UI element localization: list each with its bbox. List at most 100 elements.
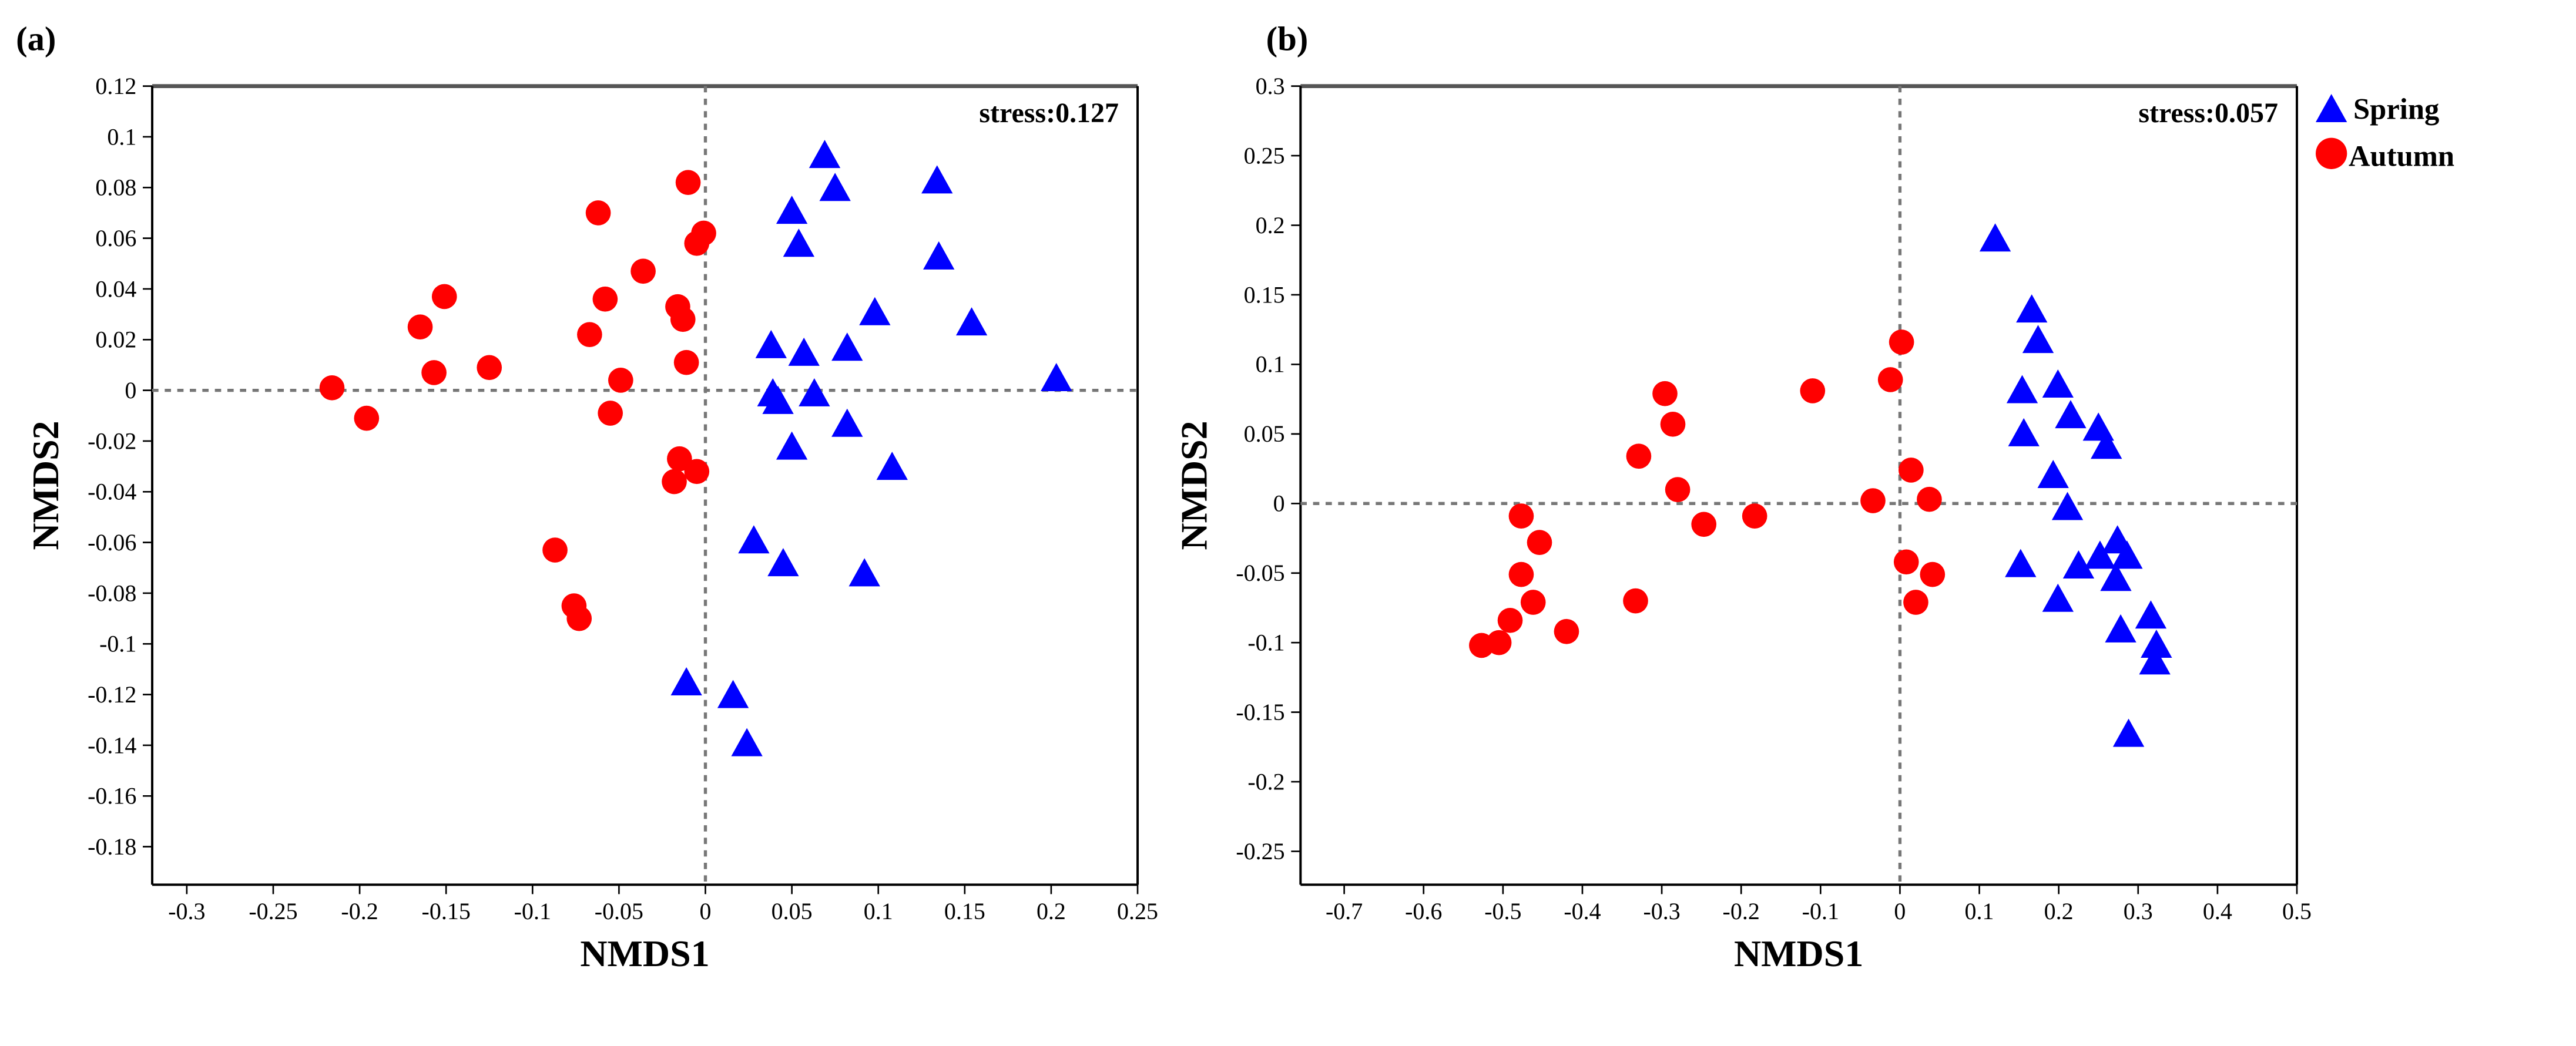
- autumn-point: [675, 170, 701, 196]
- autumn-point: [1497, 607, 1523, 633]
- autumn-point: [1486, 630, 1512, 655]
- y-tick-label: 0.04: [95, 275, 136, 302]
- legend-autumn-label: Autumn: [2349, 140, 2454, 173]
- autumn-point: [684, 459, 710, 485]
- spring-point: [2005, 549, 2037, 577]
- autumn-point: [608, 368, 633, 393]
- autumn-point: [1623, 588, 1648, 614]
- autumn-point: [1508, 561, 1534, 587]
- spring-point: [776, 196, 808, 224]
- autumn-point: [1917, 486, 1942, 512]
- spring-point: [767, 548, 799, 577]
- autumn-point: [662, 469, 687, 495]
- x-tick-label: 0.15: [944, 898, 985, 924]
- x-tick-label: 0.5: [2282, 898, 2312, 924]
- y-tick-label: -0.15: [1236, 699, 1284, 725]
- x-tick-label: -0.4: [1564, 898, 1601, 924]
- spring-point: [1979, 223, 2011, 252]
- x-tick-label: 0.05: [772, 898, 813, 924]
- x-tick-label: 0.4: [2203, 898, 2232, 924]
- y-axis-label: NMDS2: [25, 421, 66, 550]
- autumn-point: [598, 401, 623, 426]
- autumn-point: [1903, 590, 1928, 615]
- autumn-point: [1920, 561, 1946, 587]
- x-tick-label: 0.1: [1965, 898, 1994, 924]
- y-tick-label: -0.05: [1236, 560, 1284, 586]
- autumn-point: [585, 200, 611, 226]
- autumn-point: [1860, 488, 1886, 513]
- spring-point: [2091, 430, 2122, 459]
- y-tick-label: -0.1: [1247, 630, 1284, 656]
- x-tick-label: -0.6: [1405, 898, 1442, 924]
- x-tick-label: -0.7: [1326, 898, 1363, 924]
- x-tick-label: -0.1: [1802, 898, 1839, 924]
- y-tick-label: -0.2: [1247, 768, 1284, 795]
- autumn-point: [1742, 503, 1767, 529]
- spring-point: [848, 558, 880, 587]
- y-tick-label: -0.04: [88, 479, 136, 505]
- spring-point: [819, 173, 851, 201]
- stress-annotation: stress:0.127: [979, 97, 1119, 129]
- spring-point: [755, 329, 787, 358]
- autumn-point: [691, 220, 716, 246]
- spring-point: [799, 378, 830, 406]
- spring-point: [2112, 718, 2145, 747]
- spring-point: [2042, 583, 2074, 612]
- panel-label-a: (a): [16, 19, 56, 58]
- spring-point: [921, 165, 953, 194]
- legend-spring-marker: [2316, 93, 2347, 122]
- x-tick-label: 0.2: [2044, 898, 2074, 924]
- autumn-point: [1508, 503, 1534, 529]
- x-tick-label: -0.3: [1643, 898, 1680, 924]
- autumn-point: [1899, 458, 1924, 483]
- x-tick-label: -0.2: [341, 898, 378, 924]
- spring-point: [2111, 540, 2143, 569]
- autumn-point: [1665, 477, 1690, 502]
- spring-point: [717, 680, 749, 708]
- x-tick-label: 0.1: [864, 898, 893, 924]
- y-tick-label: 0.05: [1244, 421, 1285, 447]
- x-axis-label: NMDS1: [580, 933, 709, 974]
- autumn-point: [1554, 618, 1579, 644]
- autumn-point: [1893, 549, 1919, 575]
- spring-point: [670, 667, 702, 696]
- x-tick-label: 0.25: [1117, 898, 1158, 924]
- x-tick-label: 0: [700, 898, 712, 924]
- y-tick-label: 0.1: [107, 123, 136, 150]
- spring-point: [783, 228, 815, 257]
- y-tick-label: -0.18: [88, 833, 136, 860]
- spring-point: [876, 452, 908, 480]
- spring-point: [2051, 492, 2084, 520]
- y-tick-label: -0.08: [88, 580, 136, 606]
- y-tick-label: -0.12: [88, 681, 136, 708]
- spring-point: [2008, 418, 2040, 446]
- spring-point: [762, 385, 794, 414]
- legend: Spring Autumn: [2316, 93, 2454, 173]
- spring-point: [955, 307, 988, 336]
- autumn-point: [477, 355, 502, 381]
- y-tick-label: 0.3: [1256, 73, 1285, 99]
- autumn-point: [1527, 530, 1552, 555]
- spring-point: [923, 241, 955, 270]
- spring-point: [2135, 600, 2167, 629]
- spring-point: [1041, 363, 1072, 392]
- y-tick-label: -0.1: [99, 631, 136, 657]
- y-tick-label: 0.25: [1244, 142, 1285, 169]
- spring-point: [2105, 614, 2136, 643]
- autumn-point: [673, 349, 699, 375]
- autumn-point: [1800, 378, 1826, 403]
- autumn-point: [431, 284, 457, 310]
- y-tick-label: -0.25: [1236, 838, 1284, 865]
- x-tick-label: -0.2: [1723, 898, 1760, 924]
- autumn-point: [1626, 443, 1652, 469]
- autumn-point: [407, 314, 433, 340]
- autumn-point: [542, 537, 568, 563]
- autumn-point: [319, 375, 345, 401]
- panel-a-plot: -0.3 -0.25 -0.2 -0.15 -0.1 -0.05 0 0.05 0.1 0.15 0…: [25, 73, 1158, 974]
- y-tick-label: 0: [1273, 490, 1285, 517]
- panel-b-plot: -0.7 -0.6 -0.5 -0.4 -0.3 -0.2 -0.1 0 0.1 0.2 0.3 0.…: [1173, 73, 2312, 974]
- autumn-point: [577, 322, 602, 348]
- spring-point: [831, 332, 863, 361]
- autumn-point: [630, 258, 656, 284]
- autumn-point: [421, 360, 447, 385]
